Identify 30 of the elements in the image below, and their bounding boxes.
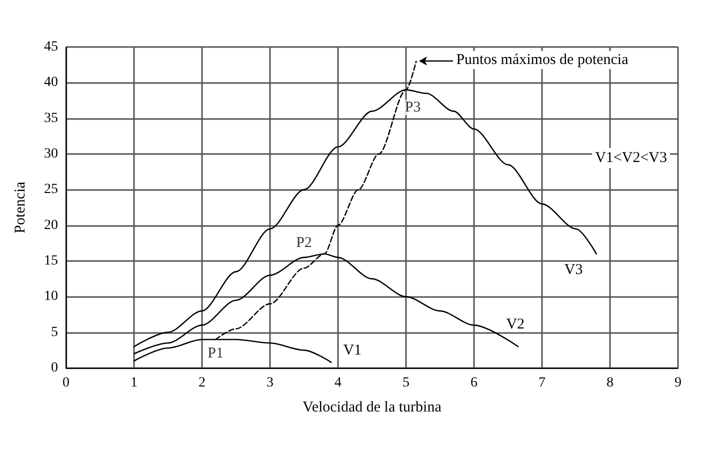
annotation: Puntos máximos de potencia: [456, 51, 628, 70]
x-axis-title: Velocidad de la turbina: [302, 400, 442, 416]
series-label: V1: [343, 342, 362, 358]
y-tick-label: 10: [44, 289, 58, 304]
y-tick-label: 15: [44, 254, 58, 268]
annotation: V1<V2<V3: [592, 148, 670, 168]
y-tick-label: 25: [44, 182, 58, 198]
annotation: P3: [404, 100, 421, 116]
x-tick-label: 2: [198, 376, 206, 390]
x-tick-label: 4: [334, 376, 342, 390]
y-tick-label: 5: [51, 324, 58, 340]
x-tick-label: 9: [674, 376, 682, 390]
series-label: V3: [564, 262, 583, 278]
y-axis-title: Potencia: [12, 181, 28, 234]
series-label: V2: [506, 316, 525, 333]
y-tick-label: 20: [44, 218, 58, 233]
y-tick-label: 40: [44, 75, 58, 90]
x-tick-label: 6: [470, 376, 478, 390]
x-tick-label: 5: [402, 376, 410, 390]
x-tick-label: 3: [266, 376, 274, 390]
x-tick-label: 8: [606, 376, 614, 390]
y-tick-label: 0: [51, 360, 58, 376]
y-tick-label: 45: [44, 40, 58, 54]
y-tick-label: 30: [44, 146, 58, 162]
y-tick-label: 35: [44, 110, 58, 126]
x-tick-label: 1: [130, 376, 138, 390]
x-tick-label: 7: [538, 376, 546, 390]
annotation: P2: [296, 235, 312, 252]
annotation: P1: [208, 346, 224, 362]
x-tick-label: 0: [62, 376, 70, 390]
